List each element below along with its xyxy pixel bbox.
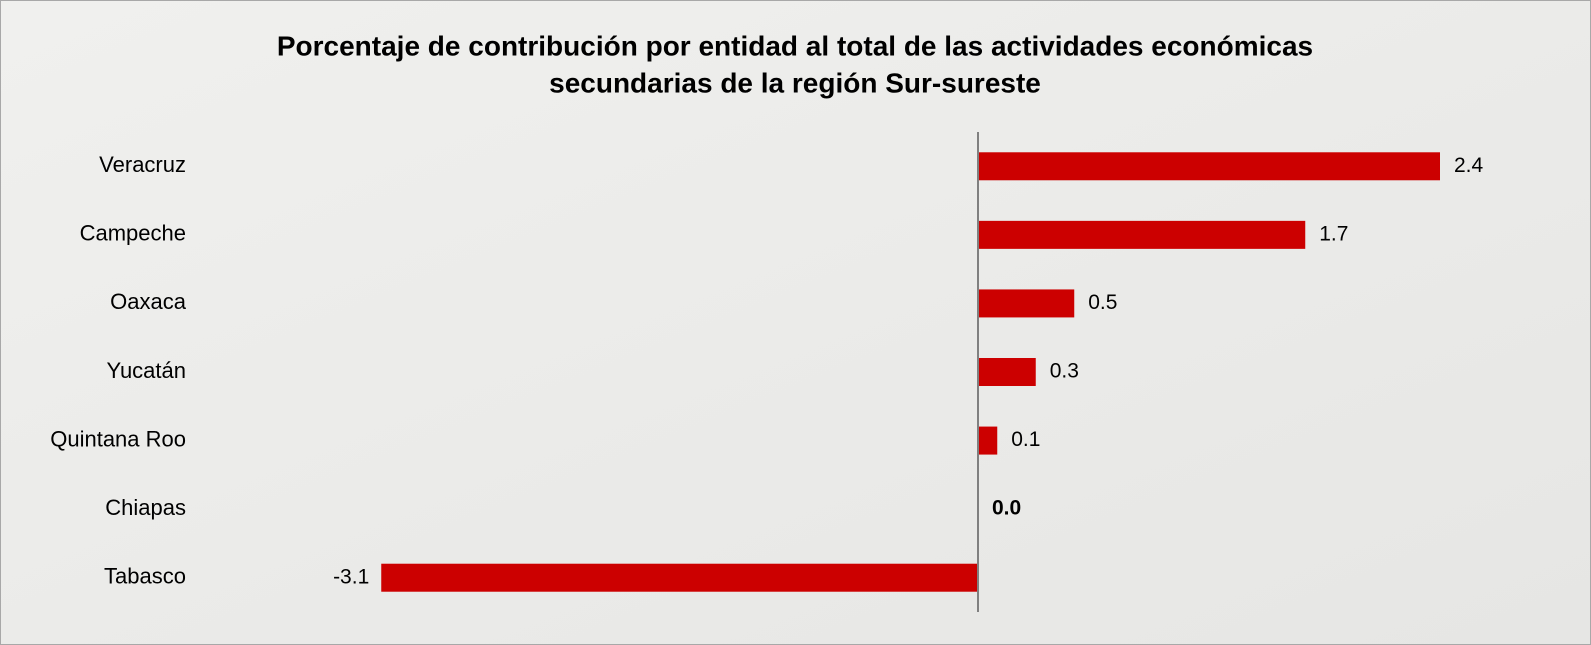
value-label: 1.7: [1319, 222, 1348, 245]
chart-subtitle: secundarias de la región Sur-sureste: [549, 67, 1041, 98]
value-label: 0.1: [1011, 428, 1040, 451]
bar: [978, 289, 1075, 318]
value-label: 0.3: [1050, 360, 1079, 383]
chart-title: Porcentaje de contribución por entidad a…: [277, 30, 1313, 61]
y-tick-label: Tabasco: [104, 564, 186, 589]
bar: [978, 152, 1440, 181]
y-tick-label: Oaxaca: [110, 289, 187, 314]
y-tick-label: Yucatán: [106, 358, 186, 383]
y-tick-label: Chiapas: [105, 495, 186, 520]
y-tick-label: Campeche: [80, 221, 186, 246]
value-label: 2.4: [1454, 154, 1484, 177]
y-tick-label: Quintana Roo: [50, 426, 186, 451]
bar: [978, 426, 998, 455]
bar: [381, 563, 978, 592]
bar: [978, 358, 1036, 386]
y-tick-label: Veracruz: [99, 152, 186, 177]
value-label: -3.1: [333, 565, 369, 588]
value-label: 0.5: [1088, 291, 1117, 314]
bar: [978, 220, 1306, 249]
value-label: 0.0: [992, 497, 1021, 520]
